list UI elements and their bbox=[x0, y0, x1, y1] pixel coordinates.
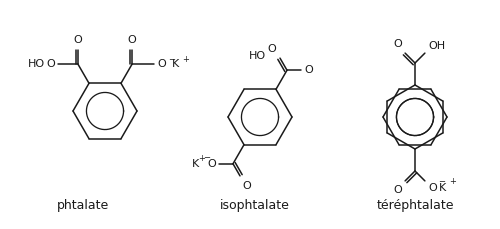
Text: phtalate: phtalate bbox=[57, 199, 109, 212]
Text: téréphtalate: téréphtalate bbox=[376, 199, 454, 212]
Text: +: + bbox=[198, 154, 205, 163]
Text: O: O bbox=[208, 159, 216, 169]
Text: K: K bbox=[439, 183, 446, 193]
Text: +: + bbox=[449, 177, 456, 186]
Text: O: O bbox=[46, 59, 55, 69]
Text: O: O bbox=[394, 185, 402, 195]
Text: O: O bbox=[394, 39, 402, 49]
Text: HO: HO bbox=[249, 51, 266, 61]
Text: O: O bbox=[267, 44, 276, 54]
Text: K: K bbox=[192, 159, 199, 169]
Text: −: − bbox=[168, 55, 175, 64]
Text: O: O bbox=[74, 35, 82, 45]
Text: OH: OH bbox=[428, 41, 445, 51]
Text: K: K bbox=[172, 59, 179, 69]
Text: O: O bbox=[304, 65, 313, 75]
Text: −: − bbox=[203, 153, 210, 162]
Text: isophtalate: isophtalate bbox=[220, 199, 290, 212]
Text: O: O bbox=[428, 183, 436, 193]
Text: O: O bbox=[157, 59, 166, 69]
Text: +: + bbox=[182, 55, 189, 64]
Text: HO: HO bbox=[28, 59, 45, 69]
Text: −: − bbox=[438, 177, 445, 186]
Text: O: O bbox=[128, 35, 136, 45]
Text: O: O bbox=[242, 181, 251, 191]
